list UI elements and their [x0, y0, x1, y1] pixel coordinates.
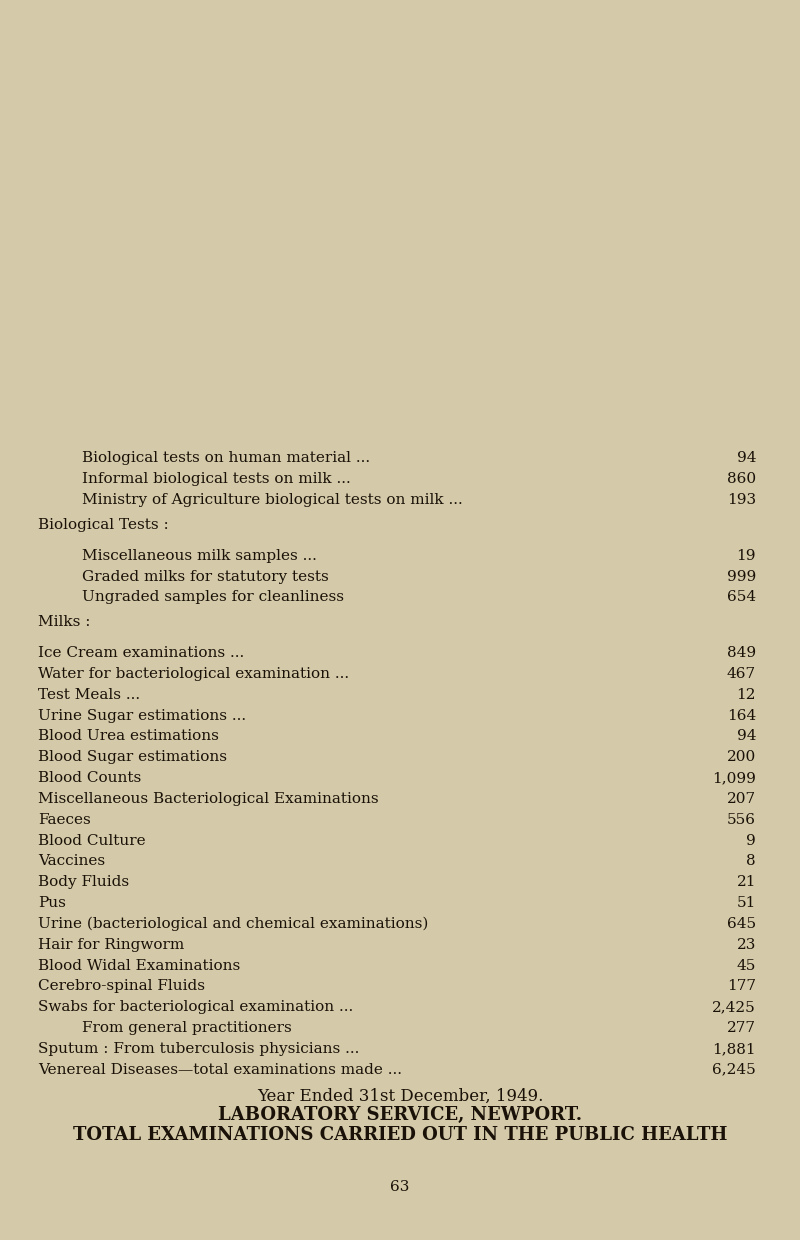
Text: Blood Widal Examinations: Blood Widal Examinations — [38, 959, 241, 972]
Text: 645: 645 — [727, 916, 756, 931]
Text: 9: 9 — [746, 833, 756, 847]
Text: Graded milks for statutory tests: Graded milks for statutory tests — [82, 569, 329, 584]
Text: 1,099: 1,099 — [712, 771, 756, 785]
Text: 94: 94 — [737, 729, 756, 743]
Text: 63: 63 — [390, 1180, 410, 1194]
Text: Blood Sugar estimations: Blood Sugar estimations — [38, 750, 227, 764]
Text: Informal biological tests on milk ...: Informal biological tests on milk ... — [82, 472, 351, 486]
Text: Urine (bacteriological and chemical examinations): Urine (bacteriological and chemical exam… — [38, 916, 429, 931]
Text: Blood Urea estimations: Blood Urea estimations — [38, 729, 219, 743]
Text: Ungraded samples for cleanliness: Ungraded samples for cleanliness — [82, 590, 344, 604]
Text: Faeces: Faeces — [38, 812, 91, 827]
Text: 860: 860 — [727, 472, 756, 486]
Text: 1,881: 1,881 — [712, 1042, 756, 1055]
Text: 999: 999 — [726, 569, 756, 584]
Text: TOTAL EXAMINATIONS CARRIED OUT IN THE PUBLIC HEALTH: TOTAL EXAMINATIONS CARRIED OUT IN THE PU… — [73, 1126, 727, 1145]
Text: 207: 207 — [727, 792, 756, 806]
Text: Year Ended 31st December, 1949.: Year Ended 31st December, 1949. — [257, 1087, 543, 1105]
Text: 193: 193 — [727, 494, 756, 507]
Text: Hair for Ringworm: Hair for Ringworm — [38, 937, 185, 951]
Text: 849: 849 — [727, 646, 756, 660]
Text: Body Fluids: Body Fluids — [38, 875, 130, 889]
Text: Ministry of Agriculture biological tests on milk ...: Ministry of Agriculture biological tests… — [82, 494, 463, 507]
Text: 19: 19 — [737, 549, 756, 563]
Text: 654: 654 — [727, 590, 756, 604]
Text: 467: 467 — [727, 667, 756, 681]
Text: Miscellaneous milk samples ...: Miscellaneous milk samples ... — [82, 549, 318, 563]
Text: Pus: Pus — [38, 897, 66, 910]
Text: Biological tests on human material ...: Biological tests on human material ... — [82, 451, 370, 465]
Text: 12: 12 — [737, 688, 756, 702]
Text: Water for bacteriological examination ...: Water for bacteriological examination ..… — [38, 667, 350, 681]
Text: Ice Cream examinations ...: Ice Cream examinations ... — [38, 646, 245, 660]
Text: Urine Sugar estimations ...: Urine Sugar estimations ... — [38, 708, 246, 723]
Text: Test Meals ...: Test Meals ... — [38, 688, 141, 702]
Text: 277: 277 — [727, 1021, 756, 1035]
Text: Venereal Diseases—total examinations made ...: Venereal Diseases—total examinations mad… — [38, 1063, 402, 1076]
Text: Sputum : From tuberculosis physicians ...: Sputum : From tuberculosis physicians ..… — [38, 1042, 360, 1055]
Text: Miscellaneous Bacteriological Examinations: Miscellaneous Bacteriological Examinatio… — [38, 792, 379, 806]
Text: 556: 556 — [727, 812, 756, 827]
Text: Cerebro-spinal Fluids: Cerebro-spinal Fluids — [38, 980, 206, 993]
Text: Blood Counts: Blood Counts — [38, 771, 142, 785]
Text: From general practitioners: From general practitioners — [82, 1021, 292, 1035]
Text: 8: 8 — [746, 854, 756, 868]
Text: 23: 23 — [737, 937, 756, 951]
Text: 51: 51 — [737, 897, 756, 910]
Text: Swabs for bacteriological examination ...: Swabs for bacteriological examination ..… — [38, 1001, 354, 1014]
Text: Milks :: Milks : — [38, 615, 91, 629]
Text: 21: 21 — [737, 875, 756, 889]
Text: 45: 45 — [737, 959, 756, 972]
Text: 164: 164 — [726, 708, 756, 723]
Text: Blood Culture: Blood Culture — [38, 833, 146, 847]
Text: 94: 94 — [737, 451, 756, 465]
Text: 6,245: 6,245 — [712, 1063, 756, 1076]
Text: LABORATORY SERVICE, NEWPORT.: LABORATORY SERVICE, NEWPORT. — [218, 1106, 582, 1125]
Text: 2,425: 2,425 — [712, 1001, 756, 1014]
Text: Vaccines: Vaccines — [38, 854, 106, 868]
Text: Biological Tests :: Biological Tests : — [38, 518, 169, 532]
Text: 200: 200 — [726, 750, 756, 764]
Text: 177: 177 — [727, 980, 756, 993]
